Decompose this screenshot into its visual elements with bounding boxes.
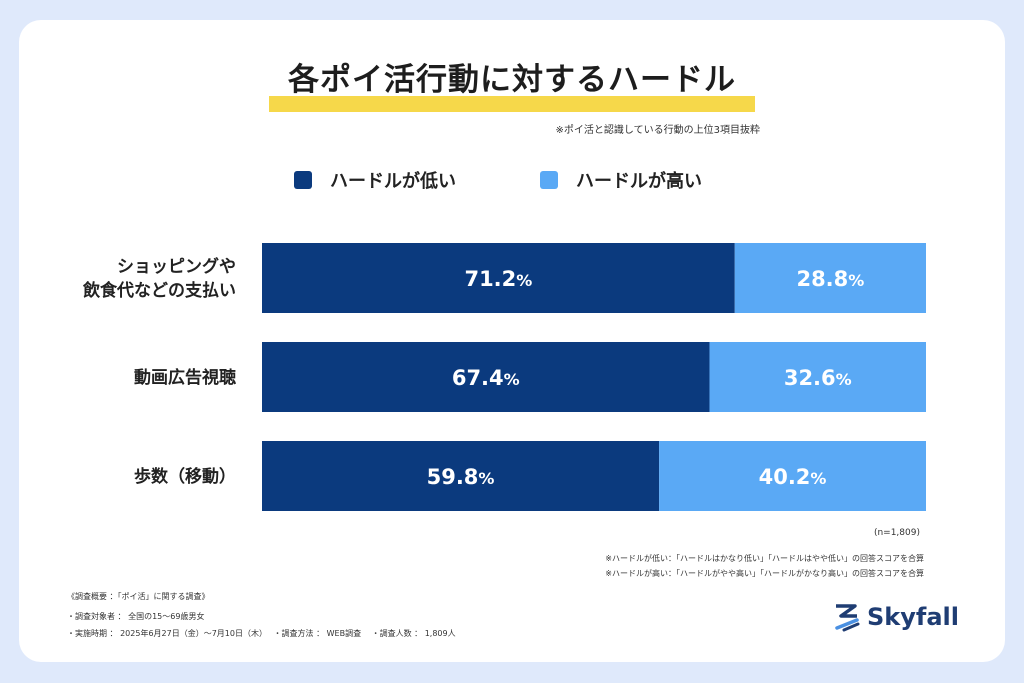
- sample-size: (n=1,809): [873, 528, 920, 538]
- bar-segment-1-1: [709, 342, 926, 412]
- legend-label-low: ハードルが低い: [330, 171, 456, 192]
- category-label-2-0: 歩数（移動）: [134, 466, 236, 487]
- definition-high: ※ハードルが高い：「ハードルがやや高い」「ハードルがかなり高い」の回答スコアを合…: [605, 569, 924, 578]
- legend-swatch-low: [294, 171, 312, 189]
- skyfall-logo-icon: [835, 604, 860, 632]
- category-label-1-0: 動画広告視聴: [134, 367, 236, 388]
- chart-card: [19, 20, 1005, 662]
- bar-segment-0-0: [262, 243, 735, 313]
- survey-target: ・調査対象者 ： 全国の15～69歳男女: [67, 612, 205, 621]
- bar-value-label-2-0: 59.8%: [427, 465, 495, 489]
- bar-value-label-1-1: 32.6%: [784, 366, 852, 390]
- legend-item-low: ハードルが低い: [294, 167, 456, 193]
- survey-heading: 《調査概要 ：「ポイ活」に関する調査》: [67, 592, 210, 601]
- bar-segment-2-1: [659, 441, 926, 511]
- bar-segment-2-0: [262, 441, 660, 511]
- chart-title: 各ポイ活行動に対するハードル: [288, 62, 736, 98]
- category-label-0-0: ショッピングや: [117, 256, 236, 277]
- legend-label-high: ハードルが高い: [576, 171, 702, 192]
- skyfall-logo-text: Skyfall: [867, 603, 959, 631]
- title-highlight: [269, 96, 755, 112]
- legend-swatch-high: [540, 171, 558, 189]
- definition-low: ※ハードルが低い：「ハードルはかなり低い」「ハードルはやや低い」の回答スコアを合…: [605, 554, 924, 563]
- legend-item-high: ハードルが高い: [540, 167, 702, 193]
- survey-period: ・実施時期 ： 2025年6月27日（金）～7月10日（木） ・調査方法 ： W…: [67, 629, 456, 638]
- bar-value-label-1-0: 67.4%: [452, 366, 520, 390]
- bar-value-label-0-1: 28.8%: [796, 267, 864, 291]
- bar-value-label-0-0: 71.2%: [464, 267, 532, 291]
- bar-value-label-2-1: 40.2%: [759, 465, 827, 489]
- skyfall-logo: Skyfall: [833, 602, 959, 632]
- category-label-0-1: 飲食代などの支払い: [82, 280, 236, 301]
- title-container: 各ポイ活行動に対するハードル: [0, 60, 1024, 100]
- chart-subnote: ※ポイ活と認識している行動の上位3項目抜粋: [555, 125, 760, 136]
- bar-segment-1-0: [262, 342, 710, 412]
- bar-segment-0-1: [734, 243, 926, 313]
- legend: ハードルが低い ハードルが高い: [0, 167, 1024, 193]
